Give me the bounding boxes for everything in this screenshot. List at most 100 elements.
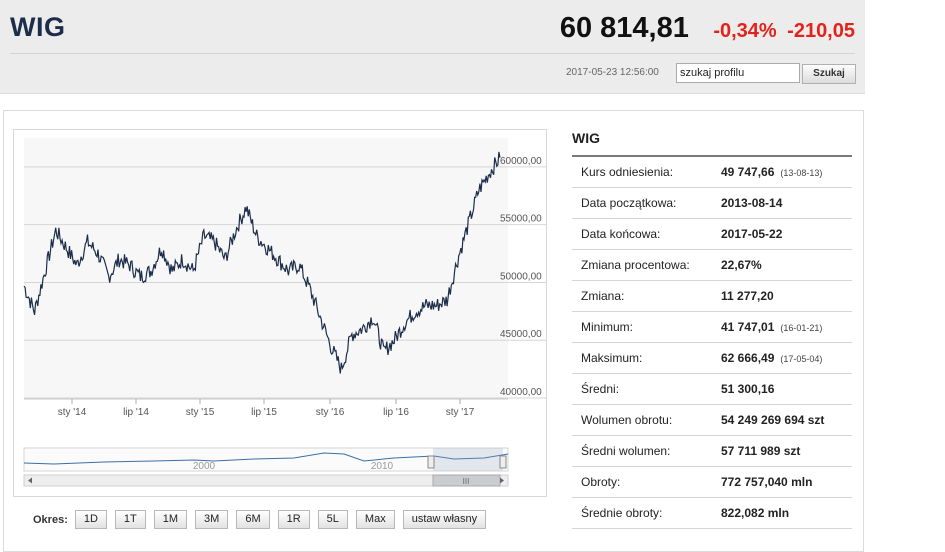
quote-header: WIG 60 814,81 -0,34% -210,05 2017-05-23 …: [0, 0, 865, 94]
stats-label: Data końcowa:: [581, 227, 661, 241]
stats-value: 54 249 269 694 szt: [721, 405, 824, 435]
stats-row: Obroty: 772 757,040 mln: [572, 467, 852, 498]
stats-row: Wolumen obrotu: 54 249 269 694 szt: [572, 405, 852, 436]
stats-row: Średni wolumen: 57 711 989 szt: [572, 436, 852, 467]
x-tick-label: sty '16: [316, 407, 345, 418]
stats-label: Średni wolumen:: [581, 444, 671, 458]
y-tick-label: 50000,00: [500, 271, 542, 282]
stats-value: 822,082 mln: [721, 498, 789, 528]
x-tick-label: lip '16: [383, 407, 409, 418]
stats-value-text: 54 249 269 694 szt: [721, 413, 825, 427]
period-button[interactable]: 1T: [114, 510, 146, 529]
stats-label: Zmiana:: [581, 289, 625, 303]
stats-title: WIG: [572, 130, 852, 157]
navigator-tick-label: 2000: [193, 461, 216, 472]
price-chart[interactable]: 40000,00 45000,00 50000,00 55000,00 60000,00…: [14, 130, 546, 496]
stats-label: Data początkowa:: [581, 196, 677, 210]
index-price: 60 814,81: [559, 12, 689, 44]
stats-value: 772 757,040 mln: [721, 467, 812, 497]
profile-search-input[interactable]: [676, 63, 800, 83]
stats-label: Średni:: [581, 382, 620, 396]
stats-value-text: 11 277,20: [721, 289, 774, 303]
stats-label: Minimum:: [581, 320, 634, 334]
period-button[interactable]: 1D: [74, 510, 107, 529]
stats-value-text: 772 757,040 mln: [721, 475, 813, 489]
stats-row: Kurs odniesienia: 49 747,66 (13-08-13): [572, 157, 852, 188]
scrollbar-track: [23, 474, 509, 487]
navigator-handle-right: [499, 455, 507, 469]
quote-timestamp: 2017-05-23 12:56:00: [566, 67, 659, 78]
series-line: [23, 151, 501, 374]
stats-value: 62 666,49 (17-05-04): [721, 343, 822, 374]
period-button[interactable]: 3M: [195, 510, 229, 529]
stats-value: 41 747,01 (16-01-21): [721, 312, 822, 343]
stats-value-text: 51 300,16: [721, 382, 775, 396]
stats-value-text: 49 747,66: [721, 165, 775, 179]
scroll-right-arrow-icon: [500, 477, 504, 484]
stats-label: Maksimum:: [581, 351, 643, 365]
stats-value-text: 22,67%: [721, 258, 762, 272]
stats-row: Zmiana procentowa: 22,67%: [572, 250, 852, 281]
stats-label: Zmiana procentowa:: [581, 258, 690, 272]
plot-background: [24, 138, 508, 398]
x-tick-label: lip '15: [251, 407, 277, 418]
stats-row: Minimum: 41 747,01 (16-01-21): [572, 312, 852, 343]
stats-value: 22,67%: [721, 250, 762, 280]
period-button[interactable]: ustaw własny: [402, 510, 487, 529]
stats-value: 2017-05-22: [721, 219, 782, 249]
stats-row: Maksimum: 62 666,49 (17-05-04): [572, 343, 852, 374]
chart-container: 40000,00 45000,00 50000,00 55000,00 60000,00…: [13, 129, 547, 497]
navigator-selection: [433, 448, 503, 471]
stats-date: (13-08-13): [780, 168, 823, 178]
stats-date: (16-01-21): [780, 323, 823, 333]
index-title: WIG: [10, 12, 66, 42]
header-divider: [10, 53, 855, 54]
navigator-line: [23, 452, 509, 465]
y-tick-label: 60000,00: [500, 156, 542, 167]
navigator-area: [23, 447, 509, 472]
stats-value-text: 2017-05-22: [721, 227, 783, 241]
navigator-tick-label: 2010: [371, 461, 394, 472]
period-button[interactable]: 5L: [317, 510, 348, 529]
search-button[interactable]: Szukaj: [802, 64, 856, 84]
y-tick-label: 45000,00: [500, 329, 542, 340]
stats-value: 51 300,16: [721, 374, 774, 404]
stats-value: 2013-08-14: [721, 188, 782, 218]
stats-row: Data początkowa: 2013-08-14: [572, 188, 852, 219]
period-button[interactable]: 1R: [277, 510, 310, 529]
x-tick-label: lip '14: [123, 407, 149, 418]
stats-value: 11 277,20: [721, 281, 774, 311]
scroll-left-arrow-icon: [28, 477, 32, 484]
stats-value-text: 57 711 989 szt: [721, 444, 801, 458]
stats-value: 57 711 989 szt: [721, 436, 800, 466]
scrollbar-grip-icon: III: [463, 477, 470, 486]
stats-table: WIG Kurs odniesienia: 49 747,66 (13-08-13)…: [572, 130, 852, 529]
y-tick-label: 40000,00: [500, 387, 542, 398]
stats-label: Średnie obroty:: [581, 506, 663, 520]
period-selector: Okres: 1D 1T 1M 3M 6M 1R 5L Max ustaw własny: [33, 510, 494, 529]
stats-label: Kurs odniesienia:: [581, 165, 674, 179]
stats-value-text: 822,082 mln: [721, 506, 790, 520]
stats-value-text: 2013-08-14: [721, 196, 783, 210]
change-absolute: -210,05: [787, 20, 855, 42]
stats-row: Średnie obroty: 822,082 mln: [572, 498, 852, 529]
period-button[interactable]: 1M: [153, 510, 188, 529]
stats-value: 49 747,66 (13-08-13): [721, 157, 822, 188]
period-button[interactable]: Max: [355, 510, 395, 529]
period-label: Okres:: [33, 513, 68, 526]
stats-row: Średni: 51 300,16: [572, 374, 852, 405]
stats-label: Wolumen obrotu:: [581, 413, 673, 427]
period-button[interactable]: 6M: [236, 510, 270, 529]
quote-summary: 60 814,81 -0,34% -210,05: [560, 12, 855, 45]
x-tick-label: sty '15: [186, 407, 215, 418]
navigator-handle-left: [427, 455, 435, 469]
stats-row: Data końcowa: 2017-05-22: [572, 219, 852, 250]
x-tick-label: sty '17: [446, 407, 475, 418]
stats-value-text: 62 666,49: [721, 351, 775, 365]
x-tick-label: sty '14: [58, 407, 87, 418]
change-percent: -0,34%: [713, 20, 777, 42]
stats-row: Zmiana: 11 277,20: [572, 281, 852, 312]
stats-value-text: 41 747,01: [721, 320, 775, 334]
stats-date: (17-05-04): [780, 354, 823, 364]
stats-label: Obroty:: [581, 475, 621, 489]
